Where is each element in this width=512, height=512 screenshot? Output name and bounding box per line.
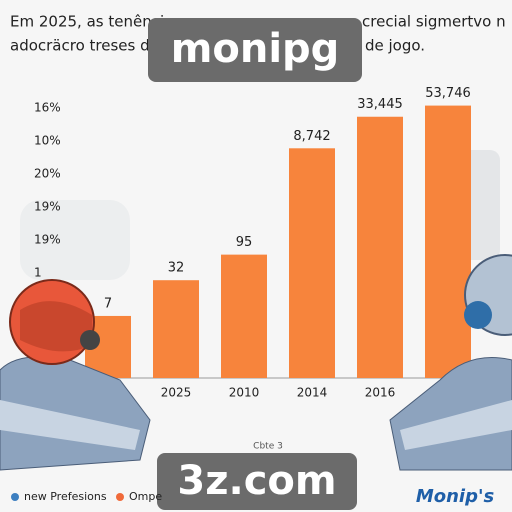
left-figure xyxy=(0,279,151,471)
x-tick-label: 2025 xyxy=(161,386,192,400)
watermark-box xyxy=(148,18,362,82)
y-axis-label: 10% xyxy=(34,134,61,148)
watermark-box xyxy=(157,453,357,510)
y-axis-label: 20% xyxy=(34,167,61,181)
legend-swatch xyxy=(116,493,124,501)
header-text: adocräcro treses de xyxy=(10,37,159,55)
y-axis-label: 1 xyxy=(34,266,42,280)
legend-label: Ompe xyxy=(129,490,162,503)
watermark: 3z.com xyxy=(177,458,336,504)
data-label: 33,445 xyxy=(357,97,403,112)
x-tick-label: 2010 xyxy=(229,386,260,400)
x-tick-label: 2014 xyxy=(297,386,328,400)
header-text: de jogo. xyxy=(365,37,425,55)
header-text: Em 2025, as tenênci xyxy=(10,13,164,31)
data-label: 32 xyxy=(168,261,185,276)
brand: Monip's xyxy=(416,486,495,507)
data-label: 53,746 xyxy=(425,86,471,101)
right-figure xyxy=(389,254,512,471)
bar xyxy=(425,105,471,379)
y-axis-label: 19% xyxy=(34,233,61,247)
background-shape xyxy=(20,200,130,280)
data-label: 8,742 xyxy=(293,129,330,144)
bar xyxy=(153,280,199,378)
bar xyxy=(357,116,403,379)
legend-swatch xyxy=(11,493,19,501)
legend-label: new Prefesions xyxy=(24,490,107,503)
y-axis-label: 19% xyxy=(34,200,61,214)
bar xyxy=(221,254,267,378)
watermark: monipg xyxy=(171,26,340,72)
bar xyxy=(289,148,335,378)
caption: Cbte 3 xyxy=(253,442,283,452)
y-axis-label: 16% xyxy=(34,101,61,115)
data-label: 7 xyxy=(104,296,112,311)
data-label: 95 xyxy=(236,235,253,250)
x-tick-label: 2016 xyxy=(365,386,396,400)
header-text: crecial sigmertvo n xyxy=(362,13,506,31)
